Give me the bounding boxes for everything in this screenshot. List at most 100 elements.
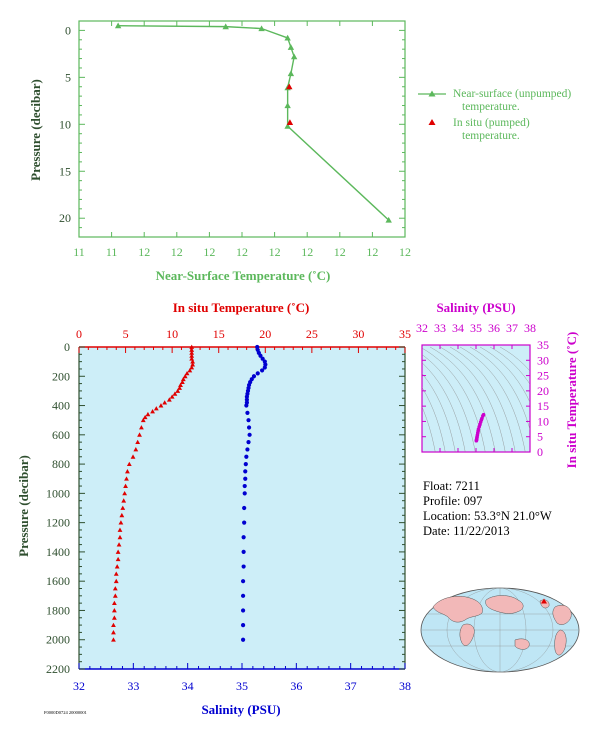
temperature-profile-marker (112, 586, 118, 591)
pressure-tick-label: 1600 (46, 574, 70, 588)
profile-y-axis-label: Pressure (decibar) (16, 455, 31, 557)
near-surface-marker (258, 25, 265, 32)
near-surface-marker (284, 102, 291, 109)
salinity-profile-marker (240, 593, 246, 598)
temperature-tick-label: 25 (306, 327, 318, 341)
salinity-profile-marker (260, 356, 265, 361)
in-situ-marker (286, 83, 293, 90)
salinity-profile-marker (242, 505, 247, 511)
pressure-tick-label: 2000 (46, 633, 70, 647)
density-contour-line (429, 346, 496, 452)
near-surface-marker (290, 53, 298, 60)
temperature-profile-marker (111, 630, 116, 635)
density-contour-line (422, 354, 476, 452)
ts-y-tick-label: 15 (537, 399, 549, 413)
salinity-profile-marker (246, 425, 252, 430)
density-contour-line (479, 346, 530, 404)
temperature-profile-marker (179, 379, 185, 385)
salinity-profile-marker (244, 397, 249, 402)
temperature-profile-marker (113, 578, 119, 584)
legend-label-in-situ-cont: temperature. (462, 130, 520, 142)
temperature-profile-marker (133, 447, 139, 452)
temperature-profile-marker (178, 382, 183, 387)
salinity-tick-label: 33 (127, 679, 139, 693)
salinity-profile-marker (247, 432, 252, 437)
temperature-tick-label: 30 (352, 327, 364, 341)
y-tick-label: 0 (65, 23, 71, 37)
temperature-profile-marker (125, 469, 130, 474)
near-surface-marker (222, 23, 229, 30)
salinity-profile-marker (243, 476, 248, 481)
x-tick-label: 12 (301, 245, 313, 259)
temperature-profile-marker (111, 608, 117, 613)
footer-code: F0000D0724 20000001 (44, 710, 87, 715)
temperature-profile-marker (139, 425, 144, 430)
map-land (432, 595, 572, 656)
temperature-profile-marker (115, 549, 121, 554)
temperature-profile-marker (189, 356, 195, 361)
salinity-profile-marker (240, 637, 246, 642)
temperature-profile-marker (189, 365, 195, 370)
x-tick-label: 12 (138, 245, 150, 259)
legend-marker-near-surface (428, 90, 436, 97)
profile-plot-background (79, 347, 405, 669)
density-contours (422, 346, 530, 452)
salinity-tick-label: 32 (73, 679, 85, 693)
legend-label-in-situ: In situ (pumped) (453, 117, 530, 129)
salinity-x-axis-label: Salinity (PSU) (201, 702, 280, 717)
temperature-profile-marker (111, 637, 116, 642)
salinity-profile-marker (240, 608, 246, 613)
temperature-profile-marker (117, 534, 123, 540)
ts-y-tick-label: 10 (537, 414, 549, 428)
temperature-profile-marker (126, 461, 132, 467)
profile-number: Profile: 097 (423, 494, 482, 508)
density-contour-line (439, 346, 506, 452)
temperature-profile-marker (184, 370, 190, 376)
density-contour-line (422, 387, 446, 452)
x-tick-label: 12 (269, 245, 281, 259)
temperature-tick-label: 35 (399, 327, 411, 341)
density-contour-line (422, 406, 436, 452)
float-info: Float: 7211 Profile: 097 Location: 53.3°… (423, 479, 552, 538)
x-tick-label: 12 (366, 245, 378, 259)
temperature-profile-marker (124, 476, 129, 481)
temperature-profile-marker (145, 411, 151, 417)
ts-y-tick-label: 0 (537, 445, 543, 459)
salinity-profile-marker (244, 454, 249, 459)
temperature-profile-marker (190, 362, 196, 367)
y-tick-label: 10 (59, 117, 71, 131)
temperature-profile-marker (162, 400, 168, 405)
x-tick-label: 12 (203, 245, 215, 259)
salinity-profile-marker (255, 371, 260, 376)
temperature-profile-marker (120, 505, 126, 510)
ts-x-tick-label: 35 (470, 321, 482, 335)
float-location-marker (541, 598, 547, 604)
density-contour-line (469, 346, 530, 431)
temperature-tick-label: 0 (76, 327, 82, 341)
density-contour-line (499, 346, 530, 372)
temperature-profile-marker (172, 391, 178, 396)
temperature-profile-marker (189, 344, 195, 349)
salinity-profile-marker (241, 549, 246, 555)
pressure-tick-label: 0 (64, 340, 70, 354)
salinity-profile-marker (258, 353, 263, 358)
temperature-tick-label: 20 (259, 327, 271, 341)
ts-x-tick-label: 36 (488, 321, 500, 335)
location: Location: 53.3°N 21.0°W (423, 509, 552, 523)
temperature-tick-label: 5 (123, 327, 129, 341)
density-contour-line (489, 346, 530, 385)
ts-y-tick-label: 5 (537, 430, 543, 444)
temperature-profile-marker (180, 376, 186, 382)
legend-label-near-surface: Near-surface (unpumped) (453, 88, 571, 100)
profile-chart: 0 5 10 15 20 25 30 35 32 33 34 35 36 37 38 0 200 400 600 80… (46, 327, 411, 693)
temperature-profile-marker (182, 373, 188, 379)
pressure-tick-label: 200 (52, 369, 70, 383)
salinity-profile-marker (245, 410, 250, 415)
near-surface-marker (287, 70, 295, 77)
x-tick-label: 12 (236, 245, 248, 259)
temperature-profile-marker (122, 490, 128, 496)
salinity-profile-marker (260, 368, 265, 373)
salinity-tick-label: 36 (290, 679, 302, 693)
